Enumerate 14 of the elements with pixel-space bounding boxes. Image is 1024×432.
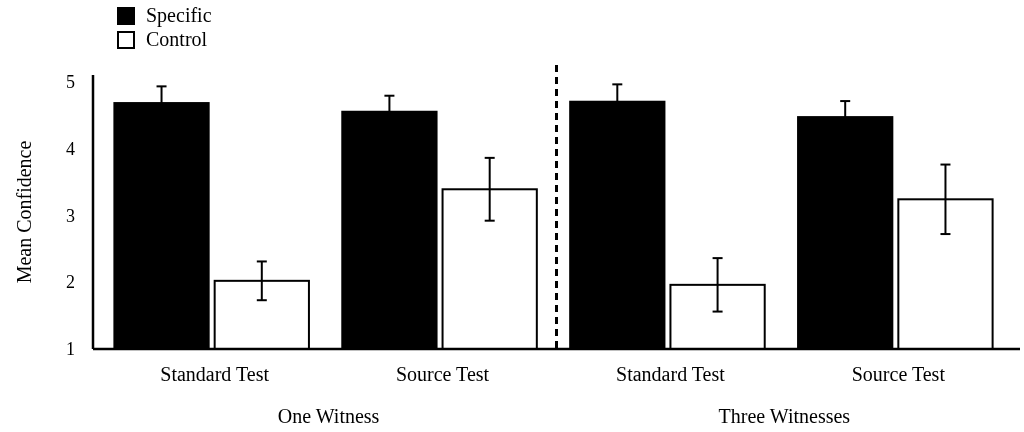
x-tick-label: Source Test [851,363,946,385]
x-tick-label: Standard Test [616,363,726,385]
y-tick-label: 1 [66,339,75,360]
y-axis-title: Mean Confidence [13,140,35,284]
legend-label: Specific [146,4,212,27]
text: Three Witnesses [718,405,851,427]
y-tick-label: 4 [66,138,75,159]
text: One Witness [277,405,380,427]
legend-label: Control [146,28,208,50]
x-tick-label: Source Test [395,363,490,385]
y-tick-label: 5 [66,71,75,92]
y-tick-label: 2 [66,272,75,293]
y-tick-label: 3 [66,205,75,226]
x-tick-label: Standard Test [160,363,270,385]
